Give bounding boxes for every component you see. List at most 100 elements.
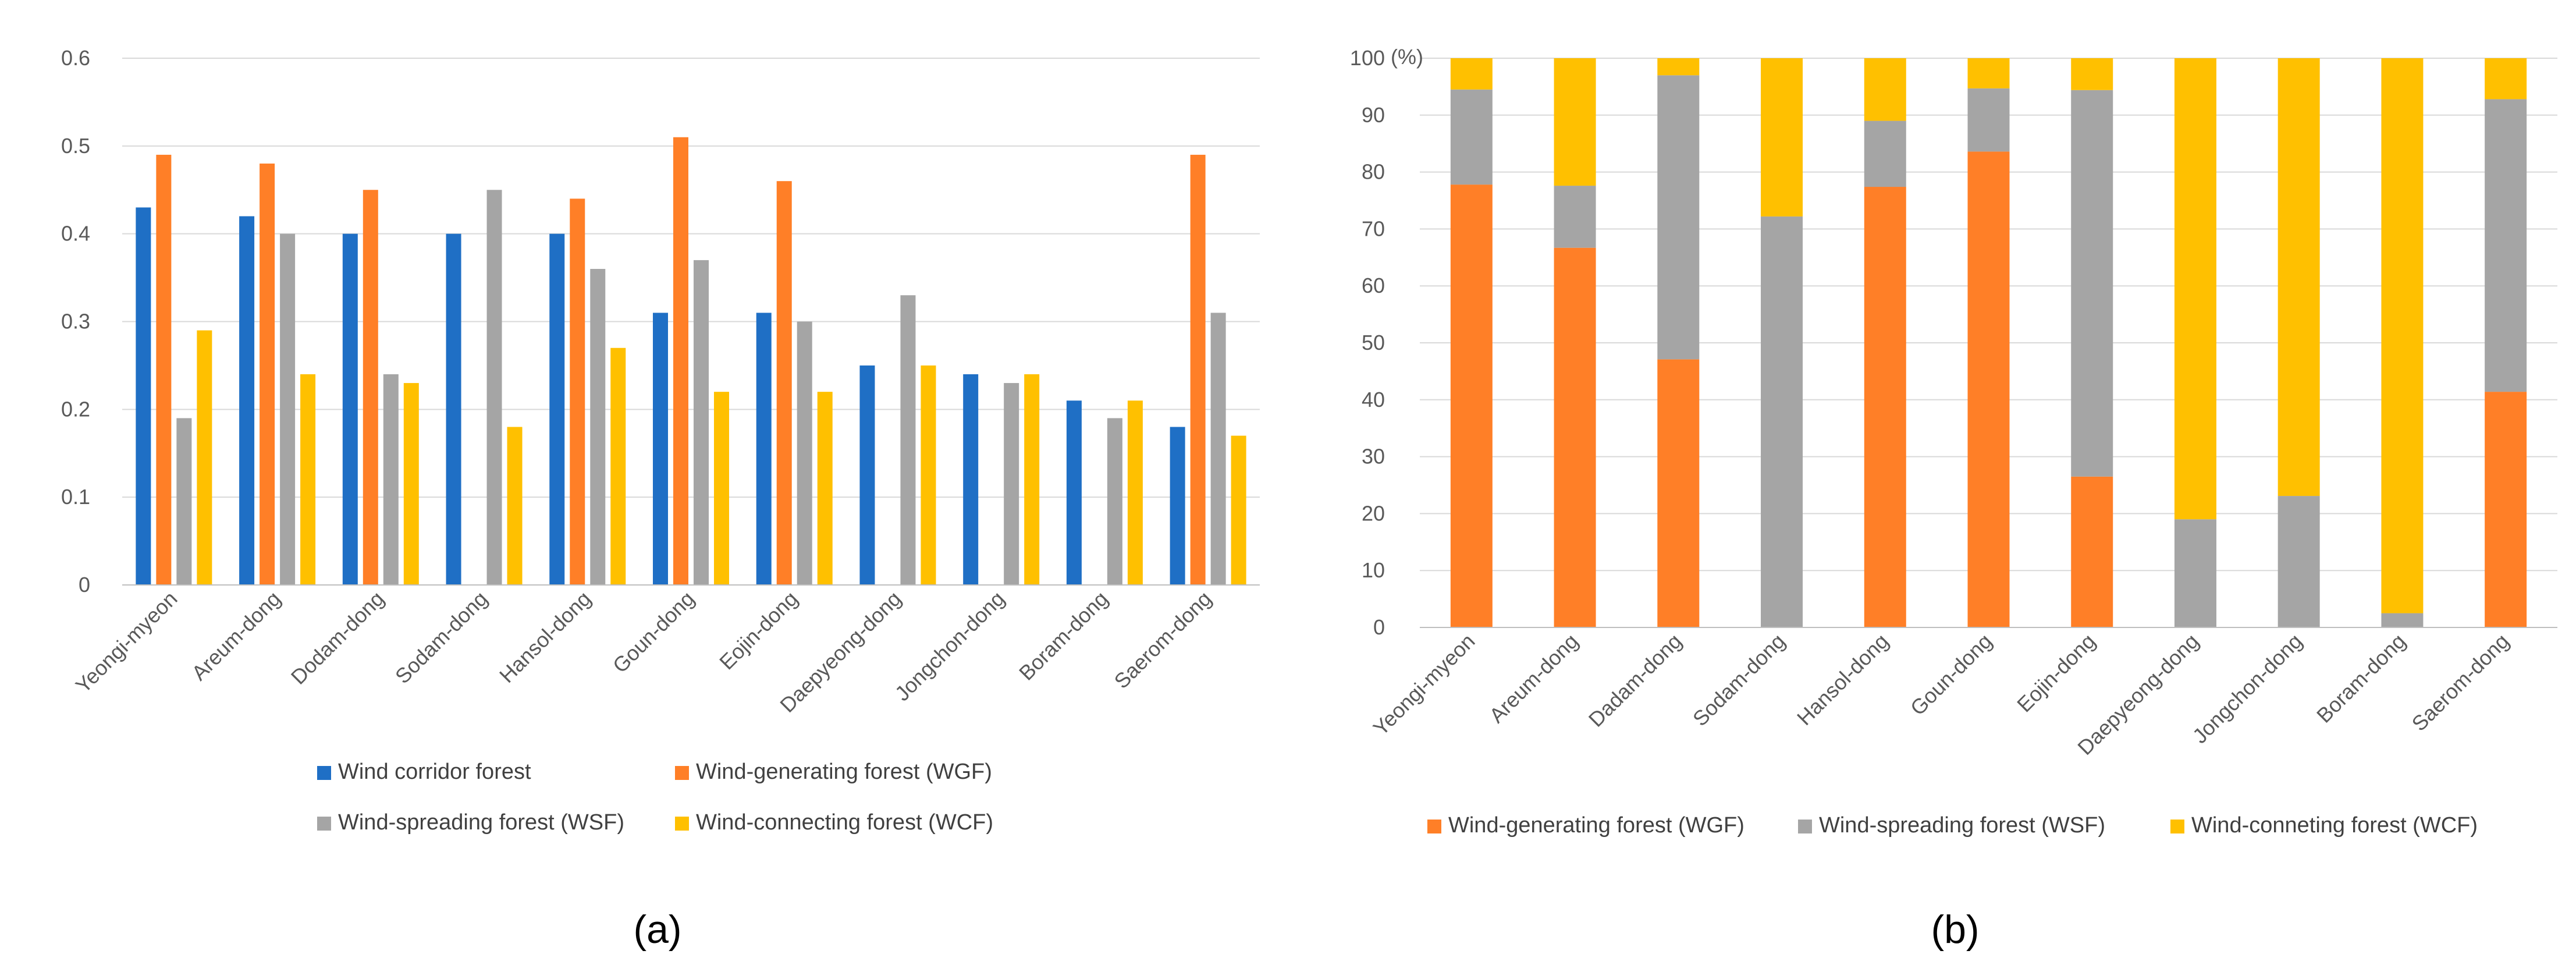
bar-a-yeongi-myeon-wind-corridor xyxy=(136,207,151,586)
bar-a-boram-dong-wind-corridor xyxy=(1066,400,1082,585)
bar-b-eojin-dong-wsf xyxy=(2071,90,2113,477)
y-tick-label: 80 xyxy=(1362,160,1385,184)
bar-b-daepyeong-dong-wsf xyxy=(2174,519,2216,627)
bar-a-daepyeong-dong-wsf xyxy=(900,295,916,585)
bar-a-boram-dong-wcf xyxy=(1127,400,1143,585)
bar-b-goun-dong-wsf xyxy=(1967,88,2010,152)
bar-a-hansol-dong-wsf xyxy=(590,269,606,585)
bar-b-dadam-dong-wgf xyxy=(1657,359,1700,627)
bar-b-hansol-dong-wsf xyxy=(1864,120,1906,187)
bar-b-areum-dong-wcf xyxy=(1554,58,1596,186)
bar-b-boram-dong-wcf xyxy=(2381,58,2424,613)
bar-a-dodam-dong-wcf xyxy=(403,383,419,585)
bar-a-yeongi-myeon-wsf xyxy=(176,418,192,585)
bar-b-dadam-dong-wsf xyxy=(1657,75,1700,360)
legend-a-label-wsf: Wind-spreading forest (WSF) xyxy=(338,810,624,835)
bar-a-jongchon-dong-wsf xyxy=(1004,383,1019,585)
bar-b-yeongi-myeon-wgf xyxy=(1450,185,1493,628)
bar-a-dodam-dong-wsf xyxy=(383,374,399,585)
y-tick-label: 0.4 xyxy=(61,222,90,246)
y-tick-label: 0.2 xyxy=(61,397,90,421)
bar-b-boram-dong-wsf xyxy=(2381,613,2424,627)
bar-a-sodam-dong-wcf xyxy=(507,427,523,585)
bar-a-goun-dong-wsf xyxy=(694,260,709,586)
bar-a-goun-dong-wcf xyxy=(714,392,729,585)
legend-a-label-wind-corridor: Wind corridor forest xyxy=(338,760,531,784)
bar-a-daepyeong-dong-wcf xyxy=(921,365,936,585)
bar-a-eojin-dong-wind-corridor xyxy=(756,313,772,585)
bar-b-jongchon-dong-wsf xyxy=(2277,496,2320,627)
bar-a-eojin-dong-wgf xyxy=(776,181,792,586)
chart-b-y-unit-label: (%) xyxy=(1391,45,1423,69)
bar-a-sodam-dong-wind-corridor xyxy=(446,233,461,586)
chart-a-bars xyxy=(136,137,1246,586)
legend-b-label-wgf: Wind-generating forest (WGF) xyxy=(1448,813,1744,838)
legend-b-label-wcf: Wind-conneting forest (WCF) xyxy=(2191,813,2478,838)
y-tick-label: 100 xyxy=(1350,46,1385,70)
legend-b-swatch-wsf xyxy=(1798,820,1812,833)
bar-b-sodam-dong-wsf xyxy=(1761,216,1803,627)
bar-b-saerom-dong-wsf xyxy=(2485,99,2527,392)
chart-b-legend: Wind-generating forest (WGF) Wind-spread… xyxy=(1427,813,2478,838)
y-tick-label: 40 xyxy=(1362,388,1385,412)
bar-b-jongchon-dong-wcf xyxy=(2277,58,2320,496)
bar-b-sodam-dong-wcf xyxy=(1761,58,1803,217)
panel-label-a: (a) xyxy=(633,907,681,952)
y-tick-label: 50 xyxy=(1362,331,1385,354)
bar-a-daepyeong-dong-wind-corridor xyxy=(859,365,875,585)
bar-a-boram-dong-wsf xyxy=(1107,418,1122,585)
legend-a-label-wgf: Wind-generating forest (WGF) xyxy=(696,760,992,784)
bar-a-saerom-dong-wcf xyxy=(1231,435,1246,585)
bar-b-eojin-dong-wgf xyxy=(2071,476,2113,627)
y-tick-label: 0 xyxy=(79,573,90,597)
legend-a-label-wcf: Wind-connecting forest (WCF) xyxy=(696,810,993,835)
bar-a-goun-dong-wind-corridor xyxy=(653,313,668,585)
bar-a-areum-dong-wsf xyxy=(280,233,296,586)
y-tick-label: 0.6 xyxy=(61,46,90,70)
bar-a-areum-dong-wcf xyxy=(300,374,316,585)
bar-b-yeongi-myeon-wcf xyxy=(1450,58,1493,90)
y-tick-label: 0 xyxy=(1373,615,1385,639)
bar-b-hansol-dong-wgf xyxy=(1864,187,1906,627)
bar-b-saerom-dong-wcf xyxy=(2485,58,2527,100)
legend-a-swatch-wcf xyxy=(675,817,689,831)
bar-a-yeongi-myeon-wgf xyxy=(156,154,172,586)
legend-a-swatch-wgf xyxy=(675,766,689,780)
bar-a-areum-dong-wind-corridor xyxy=(239,216,255,585)
chart-b-bars xyxy=(1450,58,2527,628)
legend-b-swatch-wcf xyxy=(2170,820,2184,833)
bar-a-dodam-dong-wgf xyxy=(363,190,378,585)
bar-a-yeongi-myeon-wcf xyxy=(197,330,212,585)
bar-a-goun-dong-wgf xyxy=(673,137,688,585)
y-tick-label: 0.5 xyxy=(61,134,90,158)
bar-a-saerom-dong-wgf xyxy=(1190,154,1206,586)
bar-a-jongchon-dong-wind-corridor xyxy=(963,374,979,585)
y-tick-label: 60 xyxy=(1362,274,1385,297)
y-tick-label: 90 xyxy=(1362,103,1385,127)
bar-b-daepyeong-dong-wcf xyxy=(2174,58,2216,520)
panel-label-b: (b) xyxy=(1931,907,1979,952)
bar-a-saerom-dong-wind-corridor xyxy=(1170,427,1185,585)
y-tick-label: 30 xyxy=(1362,445,1385,469)
bar-a-dodam-dong-wind-corridor xyxy=(342,233,358,586)
bar-b-saerom-dong-wgf xyxy=(2485,392,2527,627)
legend-a-swatch-wsf xyxy=(317,817,331,831)
y-tick-label: 70 xyxy=(1362,217,1385,240)
bar-a-eojin-dong-wsf xyxy=(797,321,812,585)
legend-a-swatch-wind-corridor xyxy=(317,766,331,780)
bar-a-saerom-dong-wsf xyxy=(1210,313,1226,585)
bar-a-jongchon-dong-wcf xyxy=(1024,374,1040,585)
bar-b-hansol-dong-wcf xyxy=(1864,58,1906,121)
bar-b-goun-dong-wgf xyxy=(1967,151,2010,628)
chart-a-legend: Wind corridor forest Wind-generating for… xyxy=(317,760,993,835)
y-tick-label: 0.3 xyxy=(61,310,90,334)
bar-b-dadam-dong-wcf xyxy=(1657,58,1700,76)
bar-b-areum-dong-wsf xyxy=(1554,186,1596,248)
bar-b-areum-dong-wgf xyxy=(1554,247,1596,627)
bar-a-hansol-dong-wcf xyxy=(610,347,626,585)
bar-b-goun-dong-wcf xyxy=(1967,58,2010,88)
bar-a-sodam-dong-wsf xyxy=(486,190,502,585)
bar-a-hansol-dong-wind-corridor xyxy=(549,233,565,586)
